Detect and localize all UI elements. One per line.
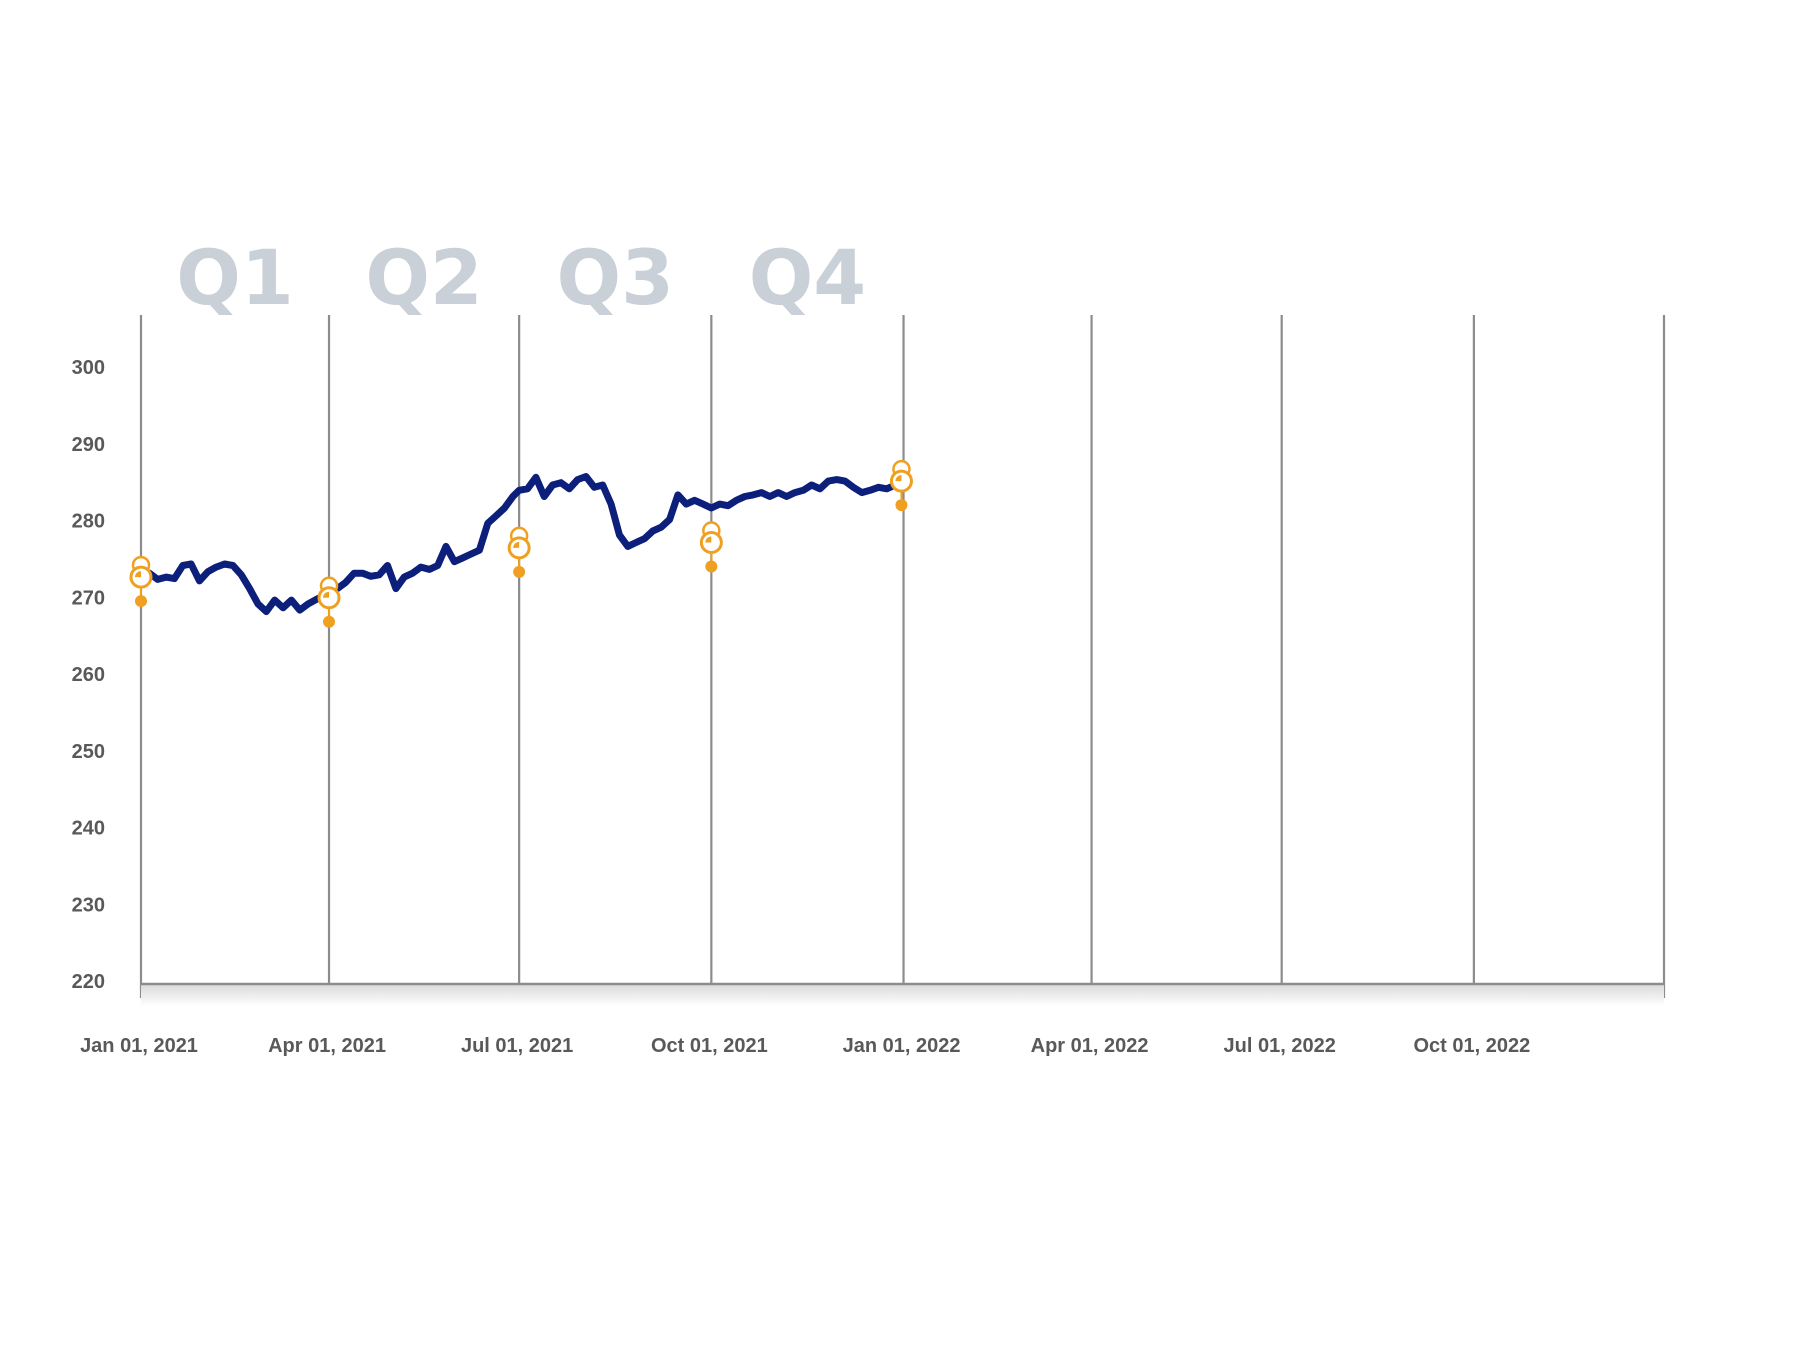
quarter-label: Q2 [365,233,483,322]
y-tick-label: 280 [72,511,105,533]
series-line [137,473,905,616]
x-tick-label: Jul 01, 2022 [1224,1035,1336,1057]
x-tick-label: Apr 01, 2022 [1031,1035,1149,1057]
marker-lock-icon [317,576,341,628]
vertical-gridlines [139,315,1666,998]
y-tick-label: 250 [72,741,105,763]
x-tick-label: Jul 01, 2021 [461,1035,573,1057]
marker-lock-icon [507,526,531,578]
x-tick-label: Oct 01, 2021 [651,1035,768,1057]
axis-shadow [141,984,1664,1006]
x-axis-tick-labels: Jan 01, 2021 Apr 01, 2021 Jul 01, 2021 Oct … [80,1035,1530,1057]
x-tick-label: Jan 01, 2022 [843,1035,961,1057]
y-axis-tick-labels: 220 230 240 250 260 270 280 290 300 [72,357,105,993]
marker-lock-icon [129,555,153,608]
x-axis [141,982,1664,1006]
x-tick-label: Apr 01, 2021 [268,1035,386,1057]
quarter-label: Q3 [556,233,674,322]
series [137,473,905,616]
y-tick-label: 260 [72,664,105,686]
y-tick-label: 290 [72,434,105,456]
y-tick-label: 270 [72,587,105,609]
quarter-label: Q4 [749,233,867,322]
marker-lock-icon [699,521,723,573]
marker-lock-icon [889,459,913,512]
quarter-label: Q1 [176,233,294,322]
quarter-labels: Q1 Q2 Q3 Q4 [176,233,866,322]
x-tick-label: Jan 01, 2021 [80,1035,198,1057]
y-tick-label: 220 [72,971,105,993]
y-tick-label: 240 [72,818,105,840]
y-tick-label: 230 [72,894,105,916]
y-tick-label: 300 [72,357,105,379]
x-tick-label: Oct 01, 2022 [1414,1035,1531,1057]
quarter-markers [129,459,913,628]
